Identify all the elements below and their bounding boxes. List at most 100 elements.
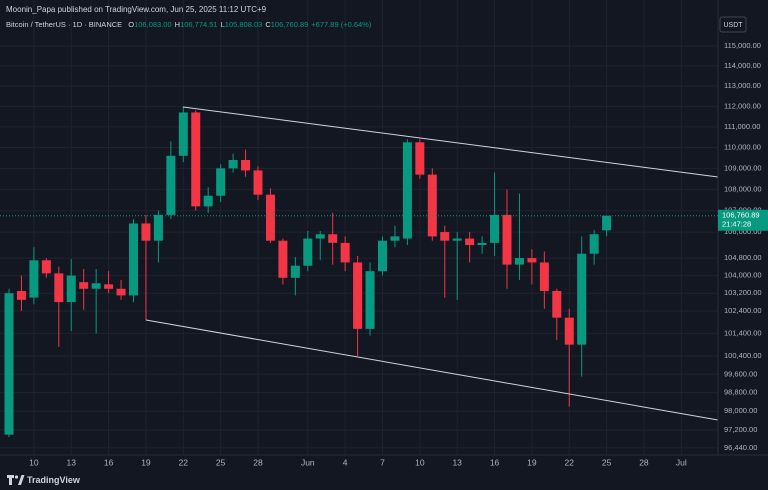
candle-body: [16, 290, 26, 300]
candle-body: [290, 265, 300, 278]
y-tick-label: 104,800.00: [724, 253, 762, 262]
logo-slash: [18, 475, 25, 485]
x-tick-label: 7: [380, 457, 385, 467]
y-tick-label: 98,000.00: [724, 406, 757, 415]
candle-body: [353, 262, 363, 329]
candle-body: [539, 262, 549, 291]
legend-value: 105,808.03: [225, 20, 263, 29]
candle-body: [116, 288, 126, 296]
candle-body: [228, 159, 238, 169]
y-tick-label: 102,400.00: [724, 306, 762, 315]
legend-value: 106,083.00: [134, 20, 172, 29]
candle-body: [502, 214, 512, 265]
candle-body: [440, 232, 450, 241]
legend-change: +677.89 (+0.64%): [311, 20, 372, 29]
symbol-title: Bitcoin / TetherUS · 1D · BINANCE: [6, 20, 122, 29]
y-tick-label: 98,800.00: [724, 388, 757, 397]
legend-value: 106,760.89: [271, 20, 309, 29]
y-tick-label: 100,400.00: [724, 351, 762, 360]
candle-body: [191, 112, 201, 207]
currency-box[interactable]: [719, 16, 747, 33]
y-tick-label: 101,400.00: [724, 328, 762, 337]
logo-mark: [7, 475, 14, 485]
candle-body: [91, 283, 101, 289]
candle-body: [527, 258, 537, 263]
candle-body: [66, 275, 76, 303]
candle-body: [564, 317, 574, 345]
y-tick-label: 106,000.00: [724, 227, 762, 236]
candle-body: [278, 240, 288, 278]
candle-body: [490, 214, 500, 243]
candle-body: [328, 234, 338, 243]
candle-body: [589, 234, 599, 254]
x-tick-label: 10: [29, 457, 39, 467]
x-tick-label: Jul: [676, 457, 687, 467]
x-tick-label: 16: [490, 457, 500, 467]
legend-key: O: [128, 20, 134, 29]
x-tick-label: 28: [639, 457, 649, 467]
legend-key: H: [175, 20, 180, 29]
y-tick-label: 111,000.00: [724, 122, 760, 131]
candle-layer: [4, 106, 612, 438]
trend-line-lower: [145, 319, 719, 421]
candle-body: [129, 223, 138, 296]
footer-brand: TradingView: [27, 475, 81, 485]
tradingview-logo: [7, 475, 25, 485]
candle-body: [514, 258, 524, 265]
y-tick-label: 99,600.00: [724, 369, 757, 378]
x-tick-label: 4: [343, 457, 348, 467]
candle-body: [54, 273, 64, 303]
legend-key: C: [265, 20, 271, 29]
y-tick-label: 104,000.00: [724, 271, 762, 280]
candle-body: [477, 242, 487, 246]
x-tick-label: 16: [104, 457, 114, 467]
y-tick-label: 109,000.00: [724, 163, 762, 172]
bar-countdown: 21:47:28: [722, 220, 751, 229]
y-tick-label: 103,200.00: [724, 288, 762, 297]
symbol-legend: Bitcoin / TetherUS · 1D · BINANCE O106,0…: [6, 20, 372, 29]
candle-body: [166, 155, 176, 215]
candle-body: [577, 253, 587, 345]
candle-body: [315, 234, 325, 239]
candle-body: [4, 293, 14, 435]
candle-body: [141, 223, 151, 241]
candle-body: [29, 260, 39, 298]
x-tick-label: 19: [527, 457, 537, 467]
y-tick-label: 97,200.00: [724, 425, 757, 434]
x-tick-label: 22: [565, 457, 575, 467]
y-tick-label: 115,000.00: [724, 41, 761, 50]
candle-body: [178, 112, 188, 156]
candle-body: [79, 282, 89, 289]
candle-body: [303, 238, 313, 266]
x-tick-label: 25: [602, 457, 612, 467]
currency-label[interactable]: USDT: [723, 22, 743, 29]
x-tick-label: 22: [179, 457, 189, 467]
candle-body: [602, 215, 612, 231]
candle-body: [203, 195, 213, 207]
candle-body: [390, 236, 400, 241]
candle-body: [241, 159, 251, 171]
candle-body: [452, 238, 462, 241]
candle-body: [340, 242, 350, 263]
candle-body: [552, 290, 562, 318]
x-tick-label: 10: [415, 457, 425, 467]
candle-body: [415, 142, 425, 175]
y-tick-label: 112,000.00: [724, 101, 761, 110]
candle-body: [465, 238, 475, 246]
y-tick-label: 113,000.00: [724, 81, 761, 90]
trend-line-upper: [182, 106, 719, 178]
candle-body: [253, 170, 263, 195]
x-tick-label: 19: [141, 457, 151, 467]
axis-layer: 115,000.00 114,000.00 113,000.00 112,000.00…: [0, 41, 768, 467]
candle-body: [365, 271, 375, 329]
x-tick-label: 13: [67, 457, 77, 467]
y-tick-label: 114,000.00: [724, 61, 761, 70]
y-tick-label: 96,440.00: [724, 443, 757, 452]
x-tick-label: Jun: [301, 457, 315, 467]
last-price-label: 106,760.89: [722, 211, 760, 220]
candle-body: [378, 240, 387, 272]
candle-body: [216, 168, 226, 196]
last-price-box: [718, 209, 768, 231]
